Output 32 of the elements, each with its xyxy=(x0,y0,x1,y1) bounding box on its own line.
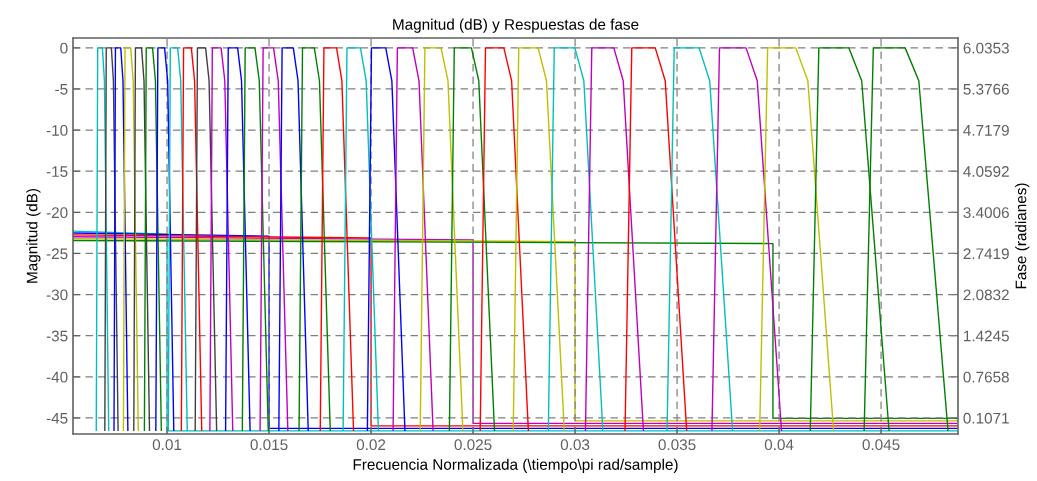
y-tick-label: -45 xyxy=(46,412,68,424)
y2-tick-label: 1.4245 xyxy=(964,330,1009,342)
x-tick-label: 0.015 xyxy=(250,439,288,451)
y-tick-label: -20 xyxy=(46,207,68,219)
x-tick-label: 0.02 xyxy=(356,439,386,451)
y-tick-label: -35 xyxy=(46,330,68,342)
x-axis-title: Frecuencia Normalizada (\tiempo\pi rad/sample) xyxy=(353,458,678,473)
x-tick-label: 0.025 xyxy=(454,439,492,451)
y2-tick-label: 3.4006 xyxy=(963,207,1009,219)
x-tick-label: 0.03 xyxy=(560,439,590,451)
y2-tick-label: 0.7658 xyxy=(963,371,1009,383)
y2-tick-label: 6.0353 xyxy=(963,42,1009,54)
y2-tick-label: 4.7179 xyxy=(963,124,1009,136)
y-tick-label: -5 xyxy=(55,84,68,95)
y2-tick-label: 2.0832 xyxy=(963,289,1009,301)
y2-tick-label: 2.7419 xyxy=(963,248,1009,260)
y-axis-title: Magnitud (dB) xyxy=(26,188,41,283)
y-tick-label: -25 xyxy=(46,248,68,260)
y2-tick-label: 5.3766 xyxy=(963,83,1009,95)
y-tick-label: -10 xyxy=(46,124,68,136)
y-tick-label: -30 xyxy=(46,289,68,301)
y-tick-label: 0 xyxy=(60,42,68,54)
x-tick-label: 0.01 xyxy=(152,439,182,451)
y-tick-label: -15 xyxy=(46,166,68,177)
chart-title: Magnitud (dB) y Respuestas de fase xyxy=(393,18,639,33)
y2-tick-label: 0.1071 xyxy=(963,412,1009,424)
y2-tick-label: 4.0592 xyxy=(963,166,1009,177)
x-tick-label: 0.045 xyxy=(862,439,900,451)
x-tick-label: 0.035 xyxy=(658,439,696,451)
y2-axis-title: Fase (radianes) xyxy=(1015,183,1030,289)
x-tick-label: 0.04 xyxy=(764,439,794,451)
y-tick-label: -40 xyxy=(46,371,68,383)
